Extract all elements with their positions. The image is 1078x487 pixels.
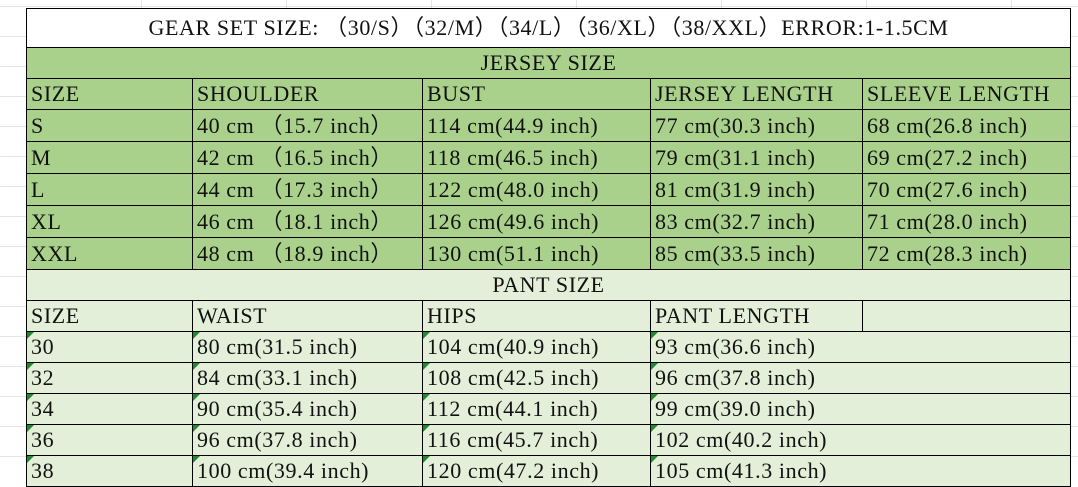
pant-header-size: SIZE <box>26 300 193 332</box>
pant-cell-hips: 104 cm(40.9 inch) <box>422 331 651 363</box>
pant-cell-pant-length: 99 cm(39.0 inch) <box>649 393 1072 425</box>
pant-header-waist: WAIST <box>192 300 423 332</box>
jersey-header-row: SIZE SHOULDER BUST JERSEY LENGTH SLEEVE … <box>26 78 1072 110</box>
pant-header-hips: HIPS <box>422 300 651 332</box>
pant-cell-waist: 96 cm(37.8 inch) <box>192 424 423 456</box>
table-row: 38 100 cm(39.4 inch) 120 cm(47.2 inch) 1… <box>26 455 1072 487</box>
jersey-cell-jersey-length: 81 cm(31.9 inch) <box>650 173 863 206</box>
table-row: L 44 cm （17.3 inch） 122 cm(48.0 inch) 81… <box>26 173 1072 206</box>
pant-cell-waist: 80 cm(31.5 inch) <box>192 331 423 363</box>
pant-cell-pant-length: 93 cm(36.6 inch) <box>649 331 1072 363</box>
pant-cell-hips: 120 cm(47.2 inch) <box>422 455 651 487</box>
jersey-cell-sleeve-length: 69 cm(27.2 inch) <box>861 141 1072 174</box>
chart-title-row: GEAR SET SIZE: （30/S）（32/M）（34/L）（36/XL）… <box>25 8 1072 48</box>
jersey-cell-sleeve-length: 68 cm(26.8 inch) <box>861 109 1072 142</box>
table-row: 30 80 cm(31.5 inch) 104 cm(40.9 inch) 93… <box>26 331 1072 363</box>
jersey-banner-row: JERSEY SIZE <box>25 47 1072 79</box>
jersey-header-jersey-length: JERSEY LENGTH <box>650 78 863 110</box>
jersey-cell-shoulder: 40 cm （15.7 inch） <box>192 109 423 142</box>
table-row: XL 46 cm （18.1 inch） 126 cm(49.6 inch) 8… <box>26 205 1072 238</box>
table-row: XXL 48 cm （18.9 inch） 130 cm(51.1 inch) … <box>26 237 1072 270</box>
jersey-cell-bust: 118 cm(46.5 inch) <box>422 141 651 174</box>
pant-header-pant-length: PANT LENGTH <box>650 300 863 332</box>
jersey-cell-shoulder: 44 cm （17.3 inch） <box>192 173 423 206</box>
jersey-header-sleeve-length: SLEEVE LENGTH <box>861 78 1072 110</box>
pant-cell-size: 32 <box>26 362 193 394</box>
pant-banner-row: PANT SIZE <box>25 269 1072 301</box>
jersey-header-shoulder: SHOULDER <box>192 78 423 110</box>
jersey-header-bust: BUST <box>422 78 651 110</box>
jersey-header-size: SIZE <box>26 78 193 110</box>
jersey-cell-shoulder: 46 cm （18.1 inch） <box>192 205 423 238</box>
jersey-cell-bust: 130 cm(51.1 inch) <box>422 237 651 270</box>
pant-cell-pant-length: 105 cm(41.3 inch) <box>649 455 1072 487</box>
table-row: S 40 cm （15.7 inch） 114 cm(44.9 inch) 77… <box>26 109 1072 142</box>
jersey-cell-bust: 122 cm(48.0 inch) <box>422 173 651 206</box>
pant-cell-pant-length: 96 cm(37.8 inch) <box>649 362 1072 394</box>
pant-header-row: SIZE WAIST HIPS PANT LENGTH <box>26 300 1072 332</box>
table-row: 32 84 cm(33.1 inch) 108 cm(42.5 inch) 96… <box>26 362 1072 394</box>
jersey-cell-jersey-length: 85 cm(33.5 inch) <box>650 237 863 270</box>
jersey-cell-bust: 114 cm(44.9 inch) <box>422 109 651 142</box>
jersey-cell-size: M <box>26 141 193 174</box>
jersey-cell-jersey-length: 83 cm(32.7 inch) <box>650 205 863 238</box>
jersey-cell-size: XL <box>26 205 193 238</box>
jersey-cell-bust: 126 cm(49.6 inch) <box>422 205 651 238</box>
pant-section-banner: PANT SIZE <box>25 269 1072 301</box>
pant-header-empty <box>861 300 1072 332</box>
jersey-cell-shoulder: 42 cm （16.5 inch） <box>192 141 423 174</box>
jersey-cell-jersey-length: 79 cm(31.1 inch) <box>650 141 863 174</box>
pant-cell-waist: 84 cm(33.1 inch) <box>192 362 423 394</box>
jersey-cell-size: XXL <box>26 237 193 270</box>
table-row: M 42 cm （16.5 inch） 118 cm(46.5 inch) 79… <box>26 141 1072 174</box>
table-row: 34 90 cm(35.4 inch) 112 cm(44.1 inch) 99… <box>26 393 1072 425</box>
jersey-cell-sleeve-length: 70 cm(27.6 inch) <box>861 173 1072 206</box>
pant-cell-hips: 112 cm(44.1 inch) <box>422 393 651 425</box>
size-chart-table-wrapper: GEAR SET SIZE: （30/S）（32/M）（34/L）（36/XL）… <box>25 8 1072 487</box>
jersey-section-banner: JERSEY SIZE <box>25 47 1072 79</box>
jersey-cell-shoulder: 48 cm （18.9 inch） <box>192 237 423 270</box>
pant-cell-pant-length: 102 cm(40.2 inch) <box>649 424 1072 456</box>
pant-cell-hips: 108 cm(42.5 inch) <box>422 362 651 394</box>
chart-title: GEAR SET SIZE: （30/S）（32/M）（34/L）（36/XL）… <box>25 8 1072 48</box>
size-chart-table: GEAR SET SIZE: （30/S）（32/M）（34/L）（36/XL）… <box>25 8 1072 487</box>
jersey-cell-sleeve-length: 72 cm(28.3 inch) <box>861 237 1072 270</box>
table-row: 36 96 cm(37.8 inch) 116 cm(45.7 inch) 10… <box>26 424 1072 456</box>
pant-cell-waist: 100 cm(39.4 inch) <box>192 455 423 487</box>
jersey-cell-size: S <box>26 109 193 142</box>
jersey-cell-size: L <box>26 173 193 206</box>
pant-cell-size: 38 <box>26 455 193 487</box>
jersey-cell-sleeve-length: 71 cm(28.0 inch) <box>861 205 1072 238</box>
jersey-cell-jersey-length: 77 cm(30.3 inch) <box>650 109 863 142</box>
pant-cell-hips: 116 cm(45.7 inch) <box>422 424 651 456</box>
pant-cell-size: 34 <box>26 393 193 425</box>
pant-cell-size: 36 <box>26 424 193 456</box>
pant-cell-waist: 90 cm(35.4 inch) <box>192 393 423 425</box>
pant-cell-size: 30 <box>26 331 193 363</box>
